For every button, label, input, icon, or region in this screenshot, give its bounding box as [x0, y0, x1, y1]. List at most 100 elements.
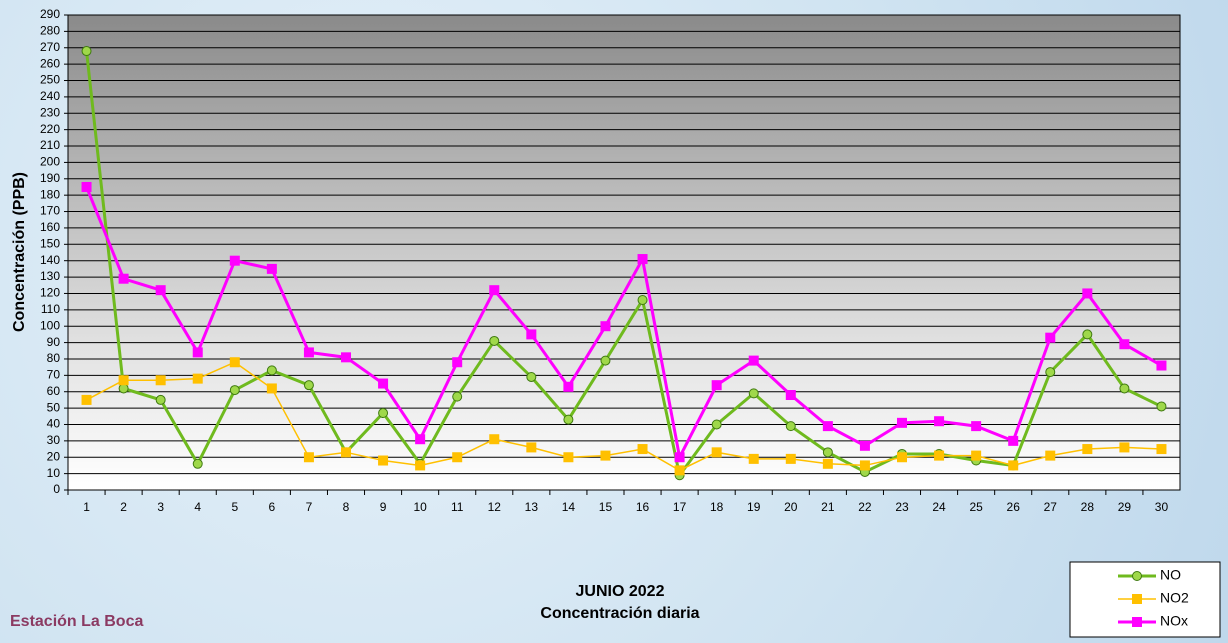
data-point — [453, 453, 462, 462]
station-label: Estación La Boca — [10, 613, 143, 630]
y-tick-label: 0 — [53, 482, 60, 496]
x-tick-label: 12 — [488, 500, 502, 514]
y-tick-label: 60 — [47, 384, 61, 398]
data-point — [527, 443, 536, 452]
data-point — [749, 389, 758, 398]
x-tick-label: 4 — [194, 500, 201, 514]
data-point — [379, 409, 388, 418]
data-point — [1009, 436, 1018, 445]
data-point — [119, 274, 128, 283]
data-point — [416, 435, 425, 444]
data-point — [749, 356, 758, 365]
y-tick-label: 30 — [47, 433, 61, 447]
data-point — [638, 445, 647, 454]
x-tick-label: 7 — [306, 500, 313, 514]
data-point — [675, 466, 684, 475]
data-point — [304, 348, 313, 357]
data-point — [490, 435, 499, 444]
y-tick-label: 250 — [40, 73, 60, 87]
data-point — [230, 386, 239, 395]
data-point — [601, 356, 610, 365]
data-point — [638, 255, 647, 264]
y-tick-label: 90 — [47, 335, 61, 349]
x-tick-label: 21 — [821, 500, 835, 514]
data-point — [823, 459, 832, 468]
data-point — [935, 451, 944, 460]
data-point — [230, 358, 239, 367]
data-point — [527, 372, 536, 381]
data-point — [416, 461, 425, 470]
data-point — [193, 459, 202, 468]
data-point — [156, 376, 165, 385]
y-axis-label: Concentración (PPB) — [11, 172, 28, 332]
data-point — [119, 384, 128, 393]
x-tick-label: 10 — [413, 500, 427, 514]
data-point — [786, 391, 795, 400]
data-point — [1046, 368, 1055, 377]
x-tick-label: 23 — [895, 500, 909, 514]
x-tick-label: 8 — [343, 500, 350, 514]
data-point — [564, 382, 573, 391]
data-point — [490, 336, 499, 345]
data-point — [564, 415, 573, 424]
data-point — [119, 376, 128, 385]
data-point — [156, 286, 165, 295]
x-tick-label: 3 — [157, 500, 164, 514]
plot-area — [68, 15, 1180, 490]
x-tick-label: 9 — [380, 500, 387, 514]
y-tick-label: 150 — [40, 236, 60, 250]
x-tick-label: 22 — [858, 500, 872, 514]
data-point — [1120, 384, 1129, 393]
data-point — [898, 453, 907, 462]
y-tick-label: 190 — [40, 171, 60, 185]
x-tick-label: 6 — [269, 500, 276, 514]
data-point — [638, 296, 647, 305]
y-tick-label: 210 — [40, 138, 60, 152]
chart-title: JUNIO 2022 — [576, 583, 665, 600]
data-point — [935, 417, 944, 426]
data-point — [786, 454, 795, 463]
data-point — [786, 422, 795, 431]
y-tick-label: 200 — [40, 155, 60, 169]
data-point — [675, 453, 684, 462]
y-tick-label: 50 — [47, 400, 61, 414]
data-point — [379, 456, 388, 465]
data-point — [601, 322, 610, 331]
data-point — [860, 441, 869, 450]
y-tick-label: 180 — [40, 187, 60, 201]
data-point — [342, 353, 351, 362]
data-point — [82, 395, 91, 404]
data-point — [1157, 402, 1166, 411]
data-point — [1157, 361, 1166, 370]
data-point — [712, 448, 721, 457]
data-point — [267, 366, 276, 375]
data-point — [601, 451, 610, 460]
data-point — [527, 330, 536, 339]
x-tick-label: 2 — [120, 500, 127, 514]
x-tick-label: 28 — [1081, 500, 1095, 514]
x-tick-label: 15 — [599, 500, 613, 514]
y-tick-label: 280 — [40, 24, 60, 38]
y-tick-label: 290 — [40, 7, 60, 21]
chart: JUNIO 2022 Concentración diaria Estación… — [0, 0, 1228, 643]
data-point — [972, 451, 981, 460]
y-tick-label: 140 — [40, 253, 60, 267]
data-point — [453, 358, 462, 367]
data-point — [304, 453, 313, 462]
data-point — [564, 453, 573, 462]
data-point — [860, 461, 869, 470]
legend-label: NOx — [1160, 613, 1188, 629]
y-tick-label: 270 — [40, 40, 60, 54]
x-tick-label: 11 — [451, 500, 464, 514]
y-tick-label: 260 — [40, 56, 60, 70]
x-tick-label: 16 — [636, 500, 650, 514]
data-point — [230, 256, 239, 265]
data-point — [304, 381, 313, 390]
legend-swatch — [1133, 595, 1142, 604]
y-tick-label: 20 — [47, 449, 61, 463]
data-point — [1083, 330, 1092, 339]
y-tick-label: 220 — [40, 122, 60, 136]
x-tick-label: 26 — [1007, 500, 1021, 514]
y-tick-label: 110 — [41, 302, 60, 316]
x-tick-label: 19 — [747, 500, 761, 514]
